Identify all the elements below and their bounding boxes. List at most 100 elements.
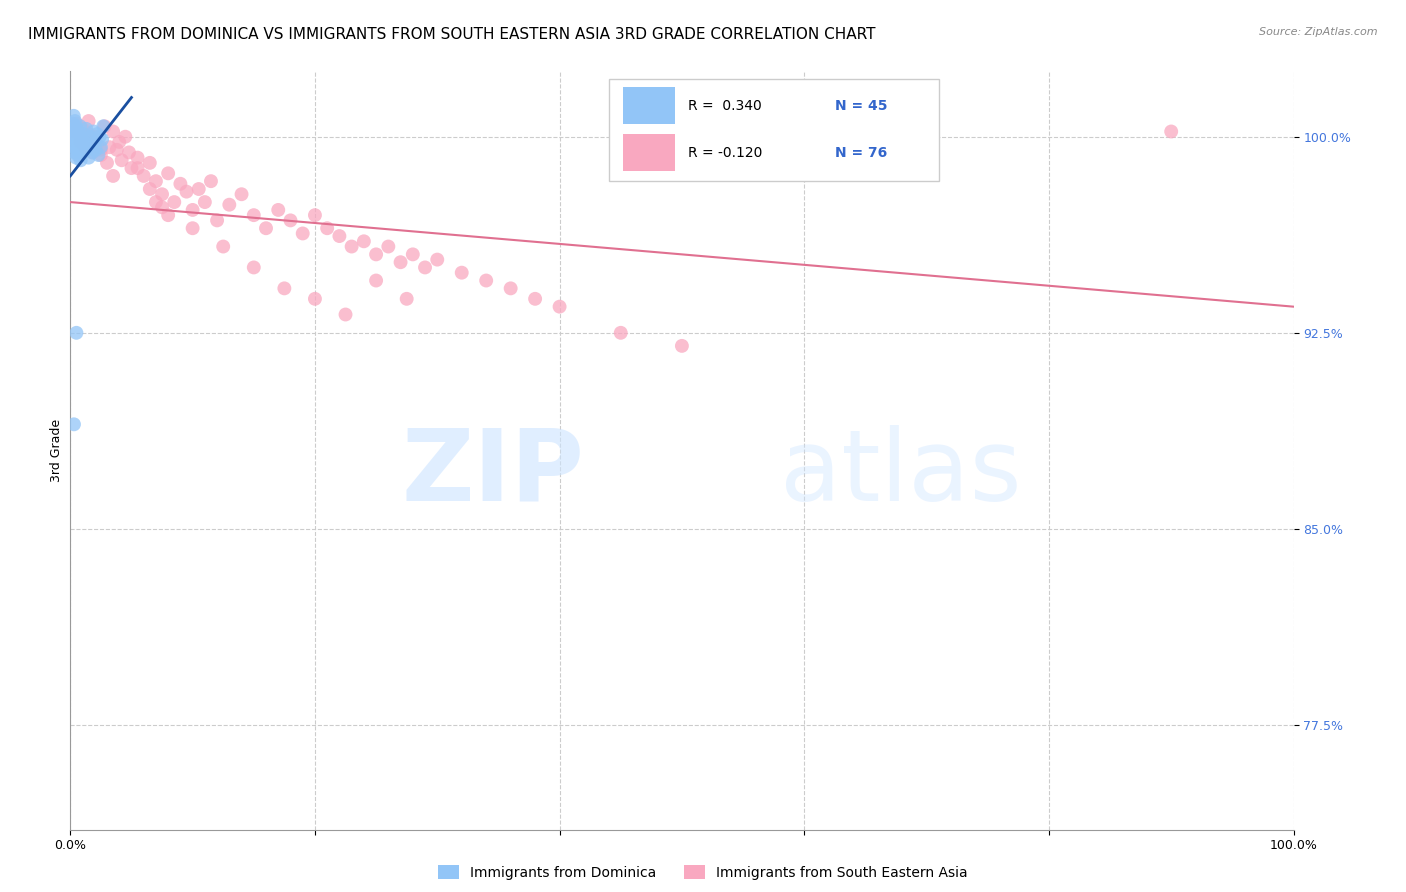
Point bbox=[66, 135, 89, 149]
Point bbox=[121, 161, 143, 175]
Point bbox=[304, 292, 326, 306]
Text: Source: ZipAtlas.com: Source: ZipAtlas.com bbox=[1260, 27, 1378, 37]
Point bbox=[114, 129, 136, 144]
Point bbox=[127, 161, 149, 175]
Point bbox=[548, 300, 571, 314]
Point bbox=[91, 120, 114, 134]
Point bbox=[90, 143, 112, 157]
Point bbox=[328, 229, 350, 244]
Point bbox=[80, 137, 103, 152]
Point bbox=[83, 135, 105, 149]
Point bbox=[82, 145, 104, 160]
Point bbox=[65, 151, 87, 165]
Point bbox=[83, 129, 105, 144]
Point bbox=[304, 208, 326, 222]
Point bbox=[75, 121, 97, 136]
Point bbox=[77, 127, 100, 141]
Point bbox=[377, 239, 399, 253]
Point bbox=[475, 273, 498, 287]
Point bbox=[70, 137, 93, 152]
Point bbox=[231, 187, 253, 202]
Point bbox=[62, 127, 84, 141]
Point bbox=[118, 145, 141, 160]
Point bbox=[254, 221, 277, 235]
Point bbox=[96, 156, 118, 170]
Text: R = -0.120: R = -0.120 bbox=[688, 145, 762, 160]
Point bbox=[86, 137, 108, 152]
Point bbox=[67, 124, 90, 138]
Point bbox=[69, 135, 91, 149]
Point bbox=[101, 169, 124, 183]
Point bbox=[181, 202, 204, 217]
Point bbox=[139, 156, 162, 170]
Text: R =  0.340: R = 0.340 bbox=[688, 98, 762, 112]
Point bbox=[340, 239, 363, 253]
Point bbox=[181, 221, 204, 235]
Point bbox=[105, 143, 128, 157]
Point bbox=[63, 145, 86, 160]
Point bbox=[69, 153, 91, 168]
Point bbox=[111, 153, 134, 168]
Point bbox=[65, 326, 87, 340]
Point bbox=[524, 292, 547, 306]
Point bbox=[267, 202, 290, 217]
Point bbox=[176, 185, 198, 199]
Text: N = 76: N = 76 bbox=[835, 145, 887, 160]
Text: IMMIGRANTS FROM DOMINICA VS IMMIGRANTS FROM SOUTH EASTERN ASIA 3RD GRADE CORRELA: IMMIGRANTS FROM DOMINICA VS IMMIGRANTS F… bbox=[28, 27, 876, 42]
Legend: Immigrants from Dominica, Immigrants from South Eastern Asia: Immigrants from Dominica, Immigrants fro… bbox=[433, 859, 973, 885]
Point bbox=[79, 129, 101, 144]
Bar bbox=[623, 134, 675, 171]
Point bbox=[90, 148, 112, 162]
Point bbox=[212, 239, 235, 253]
Point bbox=[83, 124, 105, 138]
Point bbox=[450, 266, 472, 280]
Point bbox=[76, 143, 98, 157]
Point bbox=[353, 235, 375, 249]
FancyBboxPatch shape bbox=[609, 79, 939, 181]
Point bbox=[84, 143, 107, 157]
Point bbox=[63, 132, 86, 146]
Point bbox=[157, 208, 180, 222]
Point bbox=[366, 273, 388, 287]
Point bbox=[72, 145, 94, 160]
Point bbox=[139, 182, 162, 196]
Point bbox=[62, 124, 84, 138]
Point bbox=[426, 252, 449, 267]
Point bbox=[62, 140, 84, 154]
Point bbox=[62, 109, 84, 123]
Point bbox=[65, 120, 87, 134]
Point bbox=[150, 200, 173, 214]
Point bbox=[163, 195, 186, 210]
Point bbox=[132, 169, 155, 183]
Point bbox=[291, 227, 314, 241]
Point bbox=[63, 129, 86, 144]
Point bbox=[66, 143, 89, 157]
Text: ZIP: ZIP bbox=[401, 425, 583, 522]
Point bbox=[90, 140, 112, 154]
Point bbox=[66, 148, 89, 162]
Point bbox=[91, 132, 114, 146]
Point bbox=[610, 326, 633, 340]
Point bbox=[389, 255, 412, 269]
Point bbox=[67, 140, 90, 154]
Point bbox=[157, 166, 180, 180]
Point bbox=[108, 135, 131, 149]
Point bbox=[60, 135, 83, 149]
Point bbox=[89, 129, 111, 144]
Point bbox=[127, 151, 149, 165]
Point bbox=[86, 127, 108, 141]
Point bbox=[65, 127, 87, 141]
Point bbox=[280, 213, 302, 227]
Point bbox=[1160, 124, 1182, 138]
Point bbox=[150, 187, 173, 202]
Point bbox=[499, 281, 522, 295]
Point bbox=[72, 121, 94, 136]
Point bbox=[73, 127, 96, 141]
Bar bbox=[623, 87, 675, 124]
Point bbox=[63, 417, 86, 432]
Point bbox=[73, 140, 96, 154]
Point bbox=[73, 135, 96, 149]
Point bbox=[70, 129, 93, 144]
Point bbox=[65, 137, 87, 152]
Point bbox=[62, 117, 84, 131]
